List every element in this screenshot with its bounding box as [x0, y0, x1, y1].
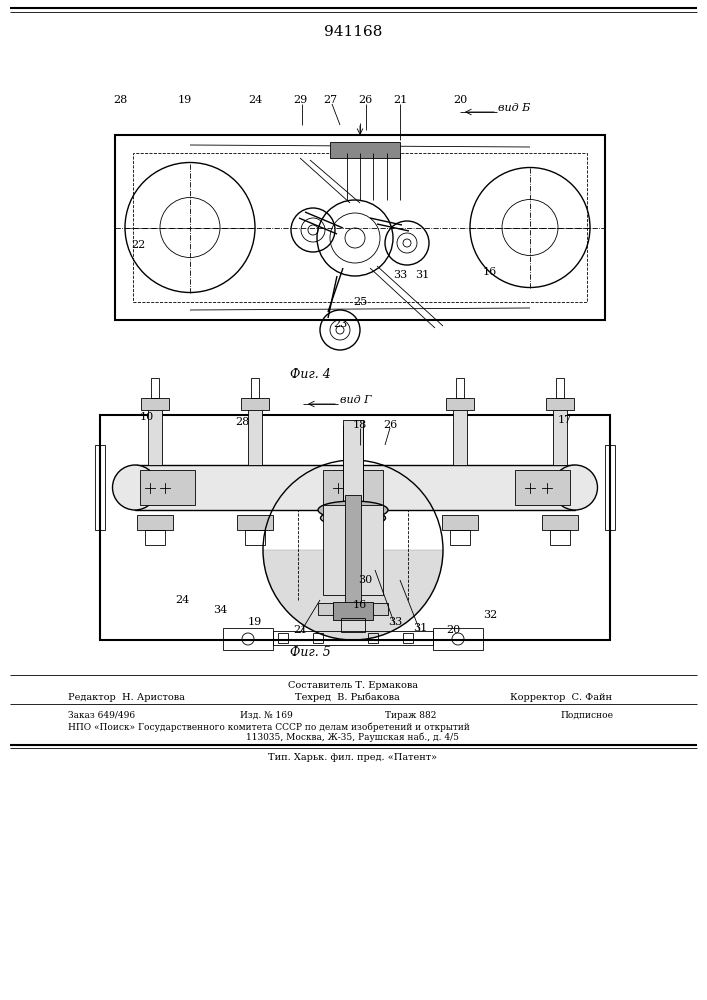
Text: 24: 24 — [175, 595, 189, 605]
Text: 31: 31 — [415, 270, 429, 280]
Bar — [403, 633, 413, 643]
Text: Тип. Харьк. фил. пред. «Патент»: Тип. Харьк. фил. пред. «Патент» — [269, 754, 438, 762]
Ellipse shape — [112, 465, 158, 510]
Text: Техред  В. Рыбакова: Техред В. Рыбакова — [295, 692, 399, 702]
Bar — [323, 470, 383, 505]
Text: вид Г: вид Г — [340, 395, 371, 405]
Text: 26: 26 — [383, 420, 397, 430]
Bar — [241, 398, 269, 410]
Bar — [151, 378, 159, 398]
Text: 16: 16 — [483, 267, 497, 277]
Bar — [95, 445, 105, 530]
Text: Корректор  С. Файн: Корректор С. Файн — [510, 692, 612, 702]
Bar — [556, 378, 564, 398]
Bar — [546, 398, 574, 410]
Bar — [605, 445, 615, 530]
Text: 26: 26 — [358, 95, 372, 105]
Text: Фиг. 5: Фиг. 5 — [290, 646, 330, 658]
Text: 33: 33 — [388, 617, 402, 627]
Bar — [373, 603, 388, 615]
Text: 22: 22 — [131, 240, 145, 250]
Bar — [248, 400, 262, 465]
Bar — [245, 530, 265, 545]
Bar — [333, 602, 373, 620]
Text: 18: 18 — [353, 420, 367, 430]
Text: 21: 21 — [293, 625, 307, 635]
Bar — [318, 603, 333, 615]
Bar — [453, 400, 467, 465]
Bar — [345, 495, 361, 605]
Polygon shape — [328, 268, 343, 315]
Text: 29: 29 — [293, 95, 307, 105]
Text: Редактор  Н. Аристова: Редактор Н. Аристова — [68, 692, 185, 702]
Ellipse shape — [552, 465, 597, 510]
Text: 28: 28 — [113, 95, 127, 105]
Ellipse shape — [318, 501, 388, 519]
Text: 34: 34 — [213, 605, 227, 615]
Bar — [273, 631, 433, 645]
Text: 30: 30 — [358, 575, 372, 585]
Bar — [450, 530, 470, 545]
Bar — [137, 515, 173, 530]
Bar — [553, 400, 567, 465]
Text: 19: 19 — [178, 95, 192, 105]
Text: 20: 20 — [453, 95, 467, 105]
Bar — [145, 530, 165, 545]
Bar — [141, 398, 169, 410]
Text: НПО «Поиск» Государственного комитета СССР по делам изобретений и открытий: НПО «Поиск» Государственного комитета СС… — [68, 722, 470, 732]
Bar — [223, 628, 273, 650]
Bar — [323, 505, 383, 595]
Bar — [446, 398, 474, 410]
Text: 941168: 941168 — [324, 25, 382, 39]
Text: 27: 27 — [323, 95, 337, 105]
Text: 33: 33 — [393, 270, 407, 280]
Bar — [148, 400, 162, 465]
Ellipse shape — [320, 510, 385, 526]
Text: Тираж 882: Тираж 882 — [385, 710, 436, 720]
Text: 10: 10 — [140, 412, 154, 422]
Text: 20: 20 — [446, 625, 460, 635]
Text: 28: 28 — [235, 417, 249, 427]
Bar — [100, 415, 610, 640]
Text: 31: 31 — [413, 623, 427, 633]
Bar — [115, 135, 605, 320]
Bar — [313, 633, 323, 643]
Bar — [368, 633, 378, 643]
Bar — [135, 465, 575, 510]
Bar — [343, 420, 363, 505]
Text: 16: 16 — [353, 600, 367, 610]
Bar — [278, 633, 288, 643]
Bar — [515, 470, 570, 505]
Bar — [550, 530, 570, 545]
Text: Заказ 649/496: Заказ 649/496 — [68, 710, 135, 720]
Bar — [251, 378, 259, 398]
Bar — [341, 618, 365, 632]
Text: Фиг. 4: Фиг. 4 — [290, 367, 330, 380]
Text: вид Б: вид Б — [498, 103, 530, 113]
Text: 24: 24 — [248, 95, 262, 105]
Text: 19: 19 — [248, 617, 262, 627]
Text: 17: 17 — [558, 415, 572, 425]
Bar — [140, 470, 195, 505]
Text: Изд. № 169: Изд. № 169 — [240, 710, 293, 720]
Text: Составитель Т. Ермакова: Составитель Т. Ермакова — [288, 680, 418, 690]
Text: 23: 23 — [333, 319, 347, 329]
Bar — [133, 153, 587, 302]
Bar — [542, 515, 578, 530]
Text: Подписное: Подписное — [560, 710, 613, 720]
Text: 21: 21 — [393, 95, 407, 105]
Bar — [433, 628, 483, 650]
Bar — [442, 515, 478, 530]
Text: 32: 32 — [483, 610, 497, 620]
Bar — [456, 378, 464, 398]
Bar — [330, 142, 400, 158]
Bar — [237, 515, 273, 530]
Polygon shape — [263, 550, 443, 640]
Text: 25: 25 — [353, 297, 367, 307]
Text: 113035, Москва, Ж-35, Раушская наб., д. 4/5: 113035, Москва, Ж-35, Раушская наб., д. … — [247, 732, 460, 742]
